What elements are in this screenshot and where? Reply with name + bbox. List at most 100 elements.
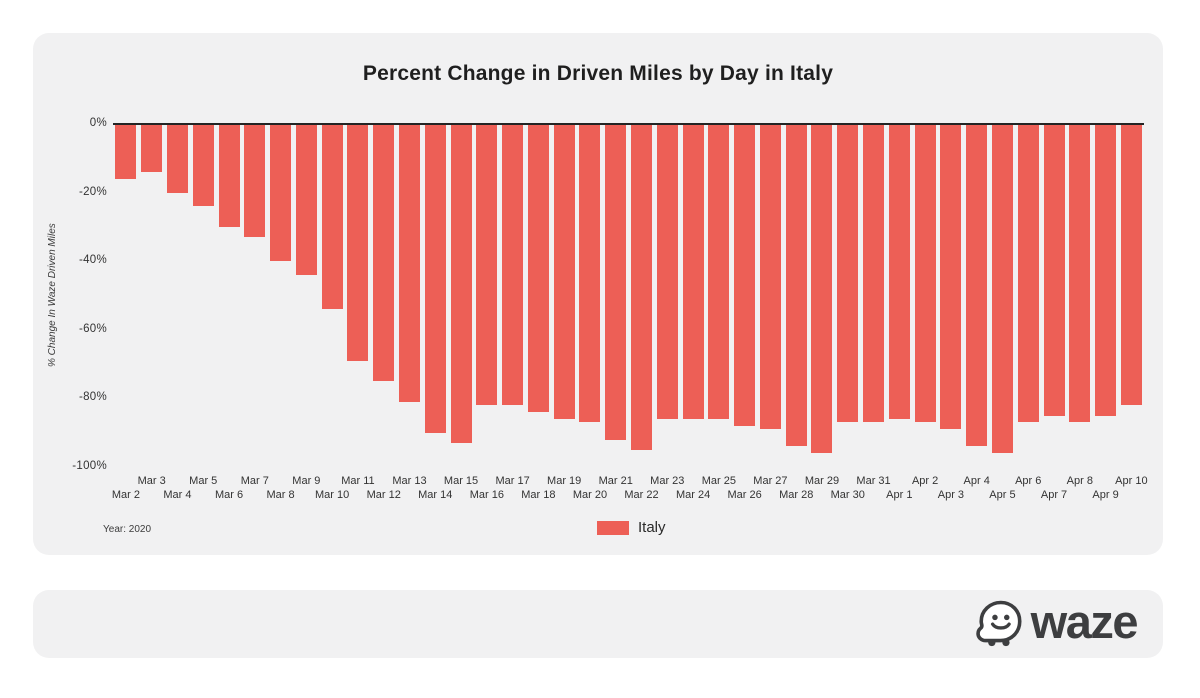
bar-mar-13[interactable] <box>398 124 420 402</box>
bar-column: Apr 8 <box>1067 124 1093 487</box>
bar-column: Apr 3 <box>938 124 964 501</box>
bar-apr-5[interactable] <box>991 124 1013 454</box>
bar-mar-15[interactable] <box>450 124 472 443</box>
bar-mar-30[interactable] <box>837 124 859 423</box>
bar-mar-10[interactable] <box>321 124 343 310</box>
bar-column: Mar 22 <box>624 124 659 501</box>
x-tick-label: Mar 19 <box>547 475 582 487</box>
y-tick-label: 0% <box>89 117 107 129</box>
bar-column: Apr 7 <box>1041 124 1067 501</box>
x-tick-label: Mar 29 <box>804 475 840 487</box>
bar-column: Mar 30 <box>831 124 865 501</box>
bar-mar-29[interactable] <box>811 124 833 454</box>
bar-mar-16[interactable] <box>476 124 498 406</box>
bar-apr-3[interactable] <box>940 124 962 430</box>
bar-column: Mar 15 <box>444 124 478 487</box>
x-tick-label: Apr 6 <box>1015 475 1042 487</box>
bar-column: Mar 23 <box>650 124 684 487</box>
bar-mar-24[interactable] <box>682 124 704 419</box>
bar-column: Apr 5 <box>989 124 1016 501</box>
x-tick-label: Apr 3 <box>937 489 965 501</box>
bar-mar-18[interactable] <box>527 124 549 413</box>
legend: Italy <box>597 519 666 536</box>
x-tick-label: Apr 2 <box>911 475 939 487</box>
bar-mar-2[interactable] <box>115 124 137 179</box>
bar-mar-5[interactable] <box>192 124 214 207</box>
x-tick-label: Mar 3 <box>137 475 166 487</box>
bar-mar-28[interactable] <box>785 124 807 447</box>
x-tick-label: Mar 16 <box>469 489 504 501</box>
bar-column: Mar 3 <box>138 124 166 487</box>
waze-logo: waze <box>971 594 1139 652</box>
bar-apr-1[interactable] <box>888 124 910 419</box>
bar-column: Apr 6 <box>1015 124 1041 487</box>
x-tick-label: Mar 6 <box>214 489 244 501</box>
x-tick-label: Mar 22 <box>624 489 659 501</box>
bar-mar-11[interactable] <box>347 124 369 361</box>
y-tick-label: -20% <box>78 185 107 198</box>
bar-mar-27[interactable] <box>759 124 781 430</box>
x-tick-label: Mar 12 <box>366 489 401 501</box>
bar-mar-6[interactable] <box>218 124 240 227</box>
bar-column: Mar 7 <box>241 124 269 487</box>
bar-apr-8[interactable] <box>1069 124 1091 423</box>
x-tick-label: Mar 10 <box>315 489 350 501</box>
bar-apr-4[interactable] <box>966 124 988 447</box>
bar-column: Mar 13 <box>392 124 427 487</box>
bar-series-italy: Mar 2 Mar 3 Mar 4 Mar 5 Mar 6 Mar 7 Mar 8 Mar 9… <box>112 124 1148 501</box>
bar-column: Mar 20 <box>573 124 607 501</box>
waze-bubble-icon <box>975 600 1022 646</box>
bar-mar-7[interactable] <box>244 124 266 238</box>
bar-column: Mar 28 <box>779 124 813 501</box>
x-tick-label: Mar 5 <box>189 475 218 487</box>
bar-column: Apr 1 <box>886 124 912 501</box>
x-tick-label: Mar 23 <box>650 475 685 487</box>
bar-mar-3[interactable] <box>141 124 163 172</box>
bar-mar-31[interactable] <box>863 124 885 423</box>
bar-mar-25[interactable] <box>708 124 730 419</box>
bar-column: Mar 14 <box>418 124 452 501</box>
y-tick-label: -60% <box>78 322 107 335</box>
bar-column: Mar 29 <box>805 124 839 487</box>
bar-apr-7[interactable] <box>1043 124 1065 416</box>
bar-mar-21[interactable] <box>605 124 627 440</box>
bar-column: Mar 25 <box>702 124 736 487</box>
bar-column: Mar 21 <box>599 124 633 487</box>
bar-mar-22[interactable] <box>631 124 653 450</box>
bar-column: Mar 19 <box>547 124 581 487</box>
x-tick-label: Mar 9 <box>292 475 321 487</box>
bar-mar-26[interactable] <box>734 124 756 426</box>
bar-mar-8[interactable] <box>270 124 292 262</box>
bar-column: Mar 9 <box>292 124 320 487</box>
bar-mar-12[interactable] <box>373 124 395 382</box>
year-note: Year: 2020 <box>103 524 152 535</box>
x-tick-label: Mar 31 <box>856 475 891 487</box>
bar-apr-6[interactable] <box>1017 124 1039 423</box>
x-tick-label: Mar 4 <box>163 489 192 501</box>
bar-mar-9[interactable] <box>295 124 317 275</box>
bar-column: Mar 27 <box>753 124 788 487</box>
chart-card: Percent Change in Driven Miles by Day in… <box>33 33 1163 555</box>
bar-column: Mar 8 <box>267 124 295 501</box>
waze-wordmark: waze <box>1030 594 1139 648</box>
bar-mar-23[interactable] <box>656 124 678 419</box>
x-tick-label: Mar 20 <box>572 489 608 501</box>
legend-swatch-italy <box>597 520 629 535</box>
bar-apr-10[interactable] <box>1120 124 1142 406</box>
x-tick-label: Mar 14 <box>418 489 453 501</box>
bar-apr-2[interactable] <box>914 124 936 423</box>
y-axis-ticks: 0% -20% -40% -60% -80% -100% <box>33 33 107 555</box>
bar-mar-19[interactable] <box>553 124 575 419</box>
bar-column: Apr 9 <box>1092 124 1119 501</box>
bar-mar-20[interactable] <box>579 124 601 423</box>
bar-mar-4[interactable] <box>166 124 188 193</box>
bar-column: Mar 2 <box>112 124 140 501</box>
plot-area: Mar 2 Mar 3 Mar 4 Mar 5 Mar 6 Mar 7 Mar 8 Mar 9… <box>112 123 1148 501</box>
bar-column: Mar 10 <box>315 124 349 501</box>
bar-mar-14[interactable] <box>424 124 446 433</box>
bar-apr-9[interactable] <box>1095 124 1117 416</box>
bar-mar-17[interactable] <box>502 124 524 406</box>
x-tick-label: Mar 13 <box>392 475 427 487</box>
bar-column: Mar 24 <box>676 124 710 501</box>
